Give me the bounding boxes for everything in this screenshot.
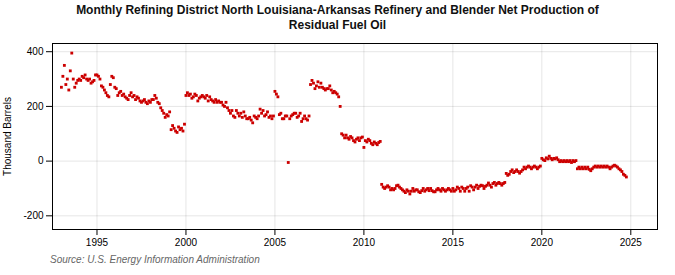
svg-text:Thousand Barrels: Thousand Barrels bbox=[2, 97, 13, 176]
html-text:Monthly Refining District Nort: Monthly Refining District North Louisian… bbox=[76, 3, 599, 32]
svg-text:-200: -200 bbox=[23, 210, 43, 221]
svg-text:0: 0 bbox=[38, 155, 44, 166]
svg-text:200: 200 bbox=[27, 101, 44, 112]
html-text:Source: U.S. Energy Informatio: Source: U.S. Energy Information Administ… bbox=[50, 254, 260, 265]
svg-text:1995: 1995 bbox=[86, 237, 109, 248]
svg-text:2010: 2010 bbox=[353, 237, 376, 248]
svg-text:2020: 2020 bbox=[531, 237, 554, 248]
svg-text:2005: 2005 bbox=[264, 237, 287, 248]
svg-text:2015: 2015 bbox=[442, 237, 465, 248]
svg-text:2025: 2025 bbox=[620, 237, 643, 248]
svg-text:2000: 2000 bbox=[175, 237, 198, 248]
svg-text:400: 400 bbox=[27, 46, 44, 57]
